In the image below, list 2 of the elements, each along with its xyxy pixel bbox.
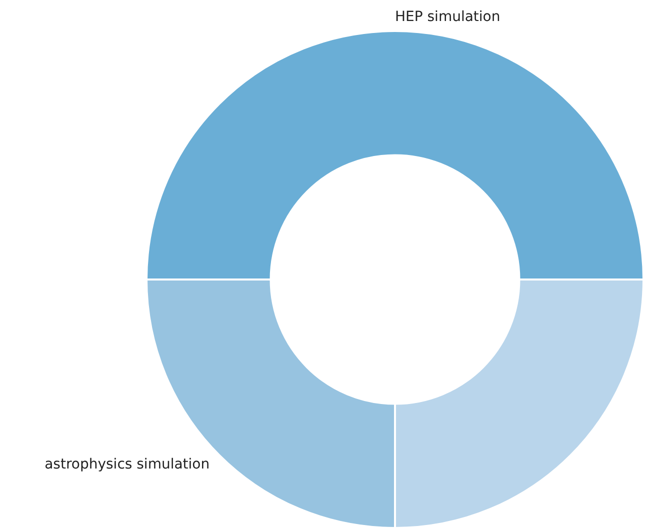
- slice-label: HEP simulation: [395, 8, 500, 25]
- slice-label: astrophysics simulation: [44, 456, 210, 473]
